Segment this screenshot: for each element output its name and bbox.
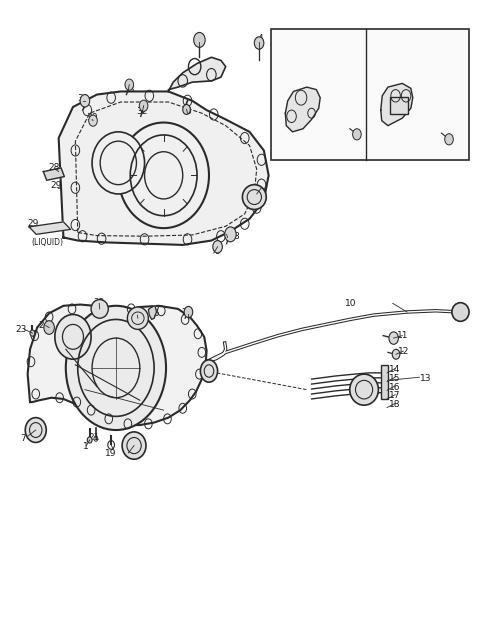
Text: 31: 31	[77, 94, 88, 104]
Text: 29: 29	[28, 219, 39, 228]
Text: 14: 14	[389, 365, 401, 374]
Text: 18: 18	[389, 400, 401, 409]
Circle shape	[254, 37, 264, 49]
Circle shape	[389, 332, 398, 344]
Text: 9: 9	[215, 247, 220, 256]
Text: 13: 13	[420, 374, 432, 383]
Polygon shape	[59, 92, 269, 245]
Circle shape	[200, 360, 217, 382]
Text: 3: 3	[196, 34, 202, 43]
Circle shape	[44, 321, 54, 334]
Ellipse shape	[122, 432, 146, 459]
Circle shape	[184, 306, 193, 318]
Text: 19: 19	[106, 449, 117, 457]
Polygon shape	[168, 57, 226, 92]
Polygon shape	[29, 222, 71, 235]
Text: 5: 5	[331, 76, 336, 85]
Ellipse shape	[91, 300, 108, 318]
Circle shape	[225, 227, 236, 242]
Text: 33: 33	[123, 85, 134, 94]
Text: 28: 28	[48, 163, 60, 172]
Text: 6: 6	[185, 107, 191, 116]
Ellipse shape	[55, 314, 91, 359]
Text: 2: 2	[355, 129, 360, 138]
Polygon shape	[285, 87, 320, 132]
Text: 17: 17	[389, 391, 401, 401]
Text: 16: 16	[389, 383, 401, 392]
Text: 27: 27	[182, 308, 193, 317]
Circle shape	[183, 104, 191, 114]
Text: 8: 8	[234, 232, 240, 241]
Text: 11: 11	[396, 331, 408, 340]
Polygon shape	[381, 84, 413, 125]
Ellipse shape	[127, 307, 148, 329]
Circle shape	[139, 100, 148, 111]
Text: 26: 26	[148, 310, 160, 318]
Circle shape	[445, 134, 453, 145]
Text: 20: 20	[129, 452, 141, 461]
Text: 21: 21	[89, 433, 100, 442]
Text: 7: 7	[21, 434, 26, 442]
Text: (4  SPEED): (4 SPEED)	[285, 31, 333, 40]
Text: 1: 1	[405, 61, 410, 69]
Text: 22: 22	[94, 298, 105, 307]
Text: 2: 2	[450, 135, 456, 144]
Circle shape	[353, 129, 361, 140]
Bar	[390, 97, 408, 114]
Text: 23: 23	[16, 325, 27, 334]
Ellipse shape	[92, 132, 144, 194]
Ellipse shape	[66, 306, 166, 430]
Circle shape	[125, 79, 133, 90]
Text: (5  SPEED): (5 SPEED)	[378, 31, 426, 40]
Circle shape	[87, 437, 92, 443]
Polygon shape	[148, 306, 156, 319]
Text: (LIQUID): (LIQUID)	[31, 238, 63, 247]
Circle shape	[392, 349, 400, 359]
Ellipse shape	[118, 122, 209, 228]
Ellipse shape	[242, 185, 266, 210]
Text: 30: 30	[86, 113, 98, 122]
Text: 12: 12	[398, 347, 410, 356]
Circle shape	[213, 241, 222, 253]
Text: 10: 10	[345, 299, 357, 308]
Ellipse shape	[350, 374, 378, 405]
Text: 25: 25	[131, 310, 143, 318]
Bar	[381, 365, 388, 399]
Polygon shape	[43, 168, 64, 180]
Circle shape	[89, 115, 97, 126]
Bar	[271, 29, 469, 160]
Text: 7: 7	[259, 191, 265, 200]
Text: 4: 4	[258, 34, 264, 43]
Text: 15: 15	[389, 374, 401, 383]
Circle shape	[30, 330, 35, 336]
Ellipse shape	[25, 417, 46, 442]
Text: 32: 32	[136, 107, 147, 116]
Polygon shape	[28, 305, 206, 425]
Circle shape	[194, 32, 205, 47]
Text: 24: 24	[38, 321, 50, 329]
Ellipse shape	[452, 303, 469, 321]
Circle shape	[80, 95, 90, 107]
Text: 29: 29	[50, 182, 61, 190]
Text: 1: 1	[83, 442, 88, 451]
